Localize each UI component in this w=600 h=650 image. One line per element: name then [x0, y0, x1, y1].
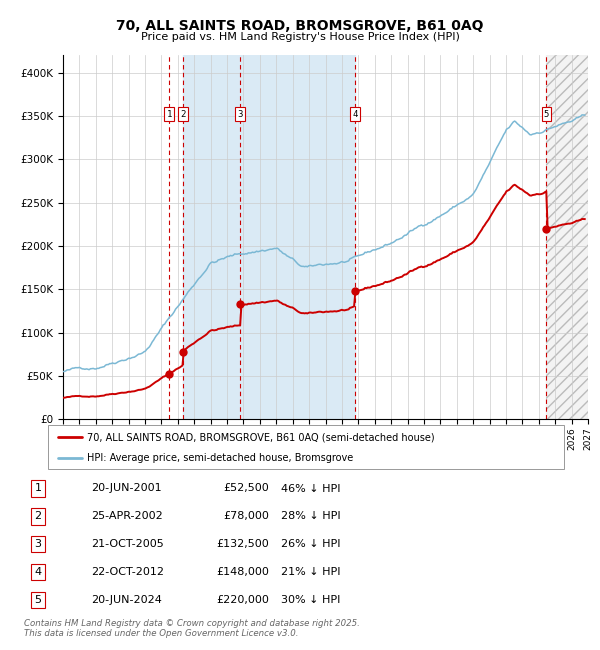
Text: 2: 2 [181, 110, 186, 119]
Text: 25-APR-2002: 25-APR-2002 [91, 512, 163, 521]
Text: 70, ALL SAINTS ROAD, BROMSGROVE, B61 0AQ (semi-detached house): 70, ALL SAINTS ROAD, BROMSGROVE, B61 0AQ… [86, 432, 434, 443]
Text: 26% ↓ HPI: 26% ↓ HPI [281, 540, 340, 549]
Text: 20-JUN-2024: 20-JUN-2024 [91, 595, 162, 605]
Text: £52,500: £52,500 [224, 484, 269, 493]
Text: 22-OCT-2012: 22-OCT-2012 [91, 567, 164, 577]
Text: 5: 5 [544, 110, 549, 119]
Text: 4: 4 [353, 110, 358, 119]
Text: 1: 1 [34, 484, 41, 493]
Bar [547, 55, 588, 419]
Text: 30% ↓ HPI: 30% ↓ HPI [281, 595, 340, 605]
Text: 1: 1 [166, 110, 172, 119]
Text: £220,000: £220,000 [217, 595, 269, 605]
Text: £132,500: £132,500 [217, 540, 269, 549]
Text: 28% ↓ HPI: 28% ↓ HPI [281, 512, 340, 521]
Text: Contains HM Land Registry data © Crown copyright and database right 2025.
This d: Contains HM Land Registry data © Crown c… [24, 619, 360, 638]
Text: £148,000: £148,000 [217, 567, 269, 577]
Text: 46% ↓ HPI: 46% ↓ HPI [281, 484, 340, 493]
FancyBboxPatch shape [48, 425, 564, 469]
Text: Price paid vs. HM Land Registry's House Price Index (HPI): Price paid vs. HM Land Registry's House … [140, 32, 460, 42]
Text: 3: 3 [238, 110, 243, 119]
Text: HPI: Average price, semi-detached house, Bromsgrove: HPI: Average price, semi-detached house,… [86, 453, 353, 463]
Text: 21% ↓ HPI: 21% ↓ HPI [281, 567, 340, 577]
Bar [547, 55, 588, 419]
Text: 5: 5 [34, 595, 41, 605]
Text: 2: 2 [34, 512, 41, 521]
Bar [183, 55, 355, 419]
Text: 20-JUN-2001: 20-JUN-2001 [91, 484, 161, 493]
Text: 21-OCT-2005: 21-OCT-2005 [91, 540, 164, 549]
Text: 3: 3 [34, 540, 41, 549]
Text: 4: 4 [34, 567, 41, 577]
Text: £78,000: £78,000 [224, 512, 269, 521]
Text: 70, ALL SAINTS ROAD, BROMSGROVE, B61 0AQ: 70, ALL SAINTS ROAD, BROMSGROVE, B61 0AQ [116, 20, 484, 34]
